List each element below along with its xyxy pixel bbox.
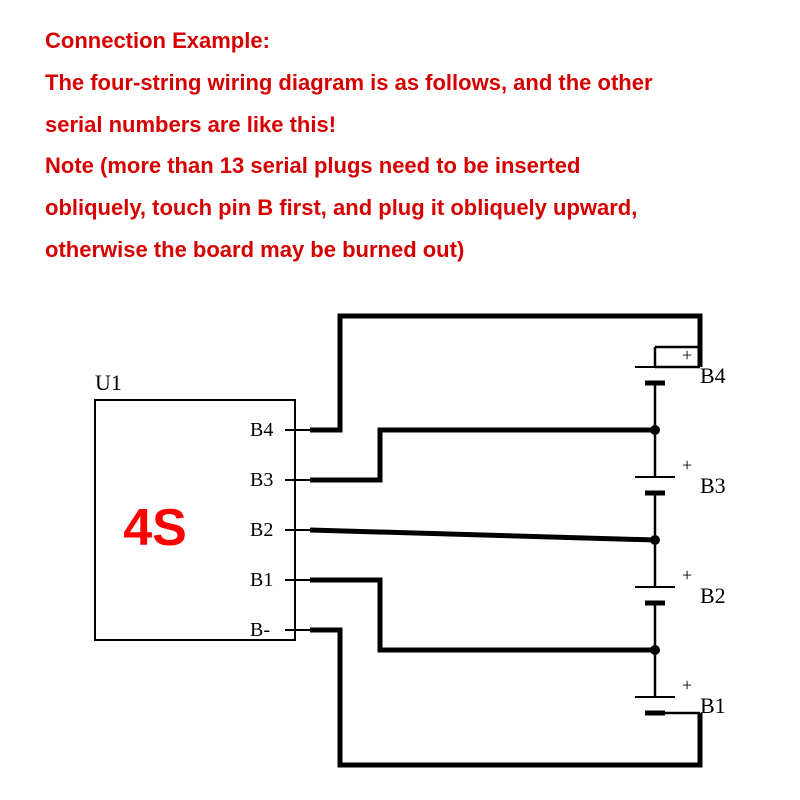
svg-text:B1: B1 [250,569,273,591]
svg-text:+: + [682,455,692,475]
svg-text:B4: B4 [700,363,726,388]
svg-text:B4: B4 [250,419,273,441]
svg-text:B3: B3 [700,473,726,498]
svg-text:4S: 4S [123,499,187,557]
svg-text:B1: B1 [700,693,726,718]
svg-text:B-: B- [250,619,270,641]
svg-text:U1: U1 [95,370,122,395]
svg-text:+: + [682,345,692,365]
svg-text:B2: B2 [700,583,726,608]
svg-text:+: + [682,565,692,585]
wiring-diagram: U1 4S B4 B3 B2 B1 B- + B4 + B3 + B2 + B1 [0,0,800,800]
svg-text:B3: B3 [250,469,273,491]
svg-text:+: + [682,675,692,695]
svg-text:B2: B2 [250,519,273,541]
